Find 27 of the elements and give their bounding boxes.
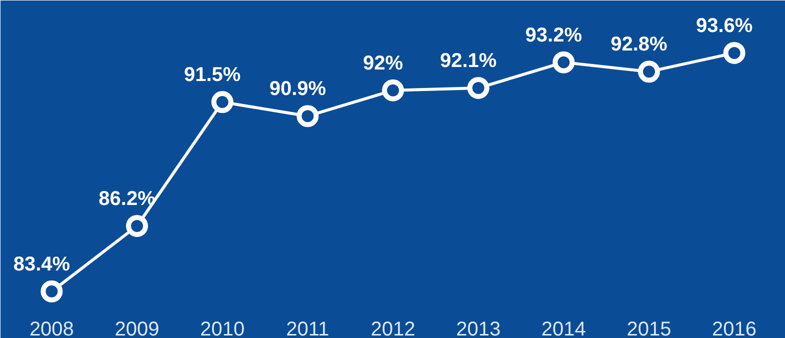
data-label: 90.9% — [269, 78, 326, 100]
point — [638, 60, 660, 83]
data-label: 92% — [362, 52, 404, 74]
x-tick-label: 2013 — [456, 318, 501, 338]
point — [296, 105, 319, 128]
x-tick-label: 2016 — [712, 318, 757, 338]
x-tick-label: 2015 — [626, 318, 672, 338]
x-tick-label: 2009 — [114, 318, 160, 338]
point — [126, 214, 148, 237]
point — [211, 91, 234, 114]
x-tick-label: 2008 — [29, 318, 74, 338]
x-tick-label: 2010 — [200, 318, 245, 338]
x-tick-label: 2012 — [370, 318, 416, 338]
point — [382, 79, 404, 102]
x-tick-label: 2014 — [541, 318, 586, 338]
point — [723, 42, 746, 64]
point — [552, 51, 575, 74]
data-label: 92.1% — [440, 50, 497, 72]
x-tick-label: 2011 — [286, 318, 330, 338]
data-label: 83.4% — [13, 253, 70, 276]
data-label: 91.5% — [184, 64, 241, 86]
data-label: 93.2% — [525, 24, 582, 46]
point — [467, 77, 490, 100]
point — [40, 280, 63, 302]
data-label: 92.8% — [610, 34, 668, 56]
data-label: 86.2% — [98, 188, 156, 210]
data-label: 93.6% — [696, 14, 753, 37]
